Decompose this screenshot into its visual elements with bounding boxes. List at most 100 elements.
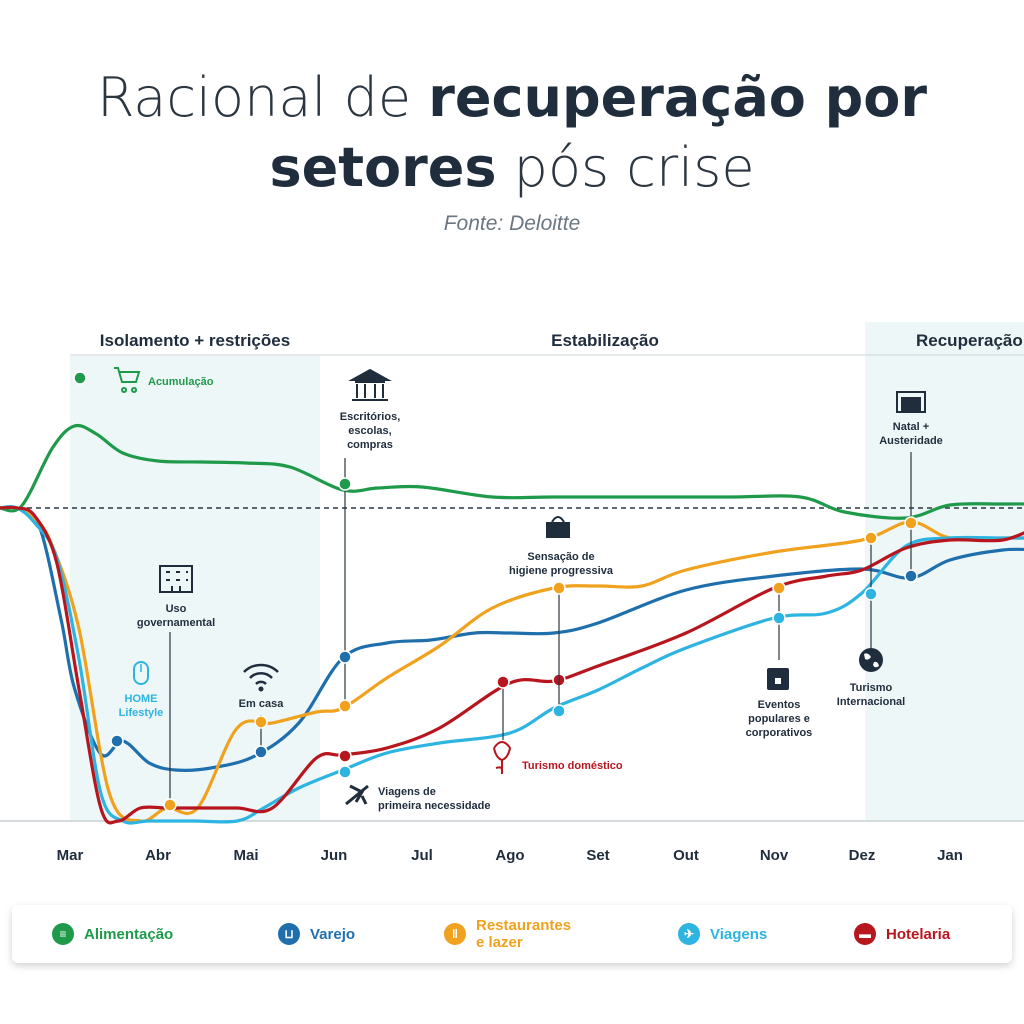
legend-item-alimentacao: ≡ Alimentação <box>52 905 173 963</box>
legend-item-restaurantes: ǁ Restaurantes e lazer <box>444 905 571 963</box>
annotation-viagens_nec-line-0: Viagens de <box>378 786 436 798</box>
tissue-icon <box>546 522 570 538</box>
calendar-day <box>775 678 781 684</box>
marker-jun-restaurantes <box>338 699 352 713</box>
legend-label-varejo: Varejo <box>310 925 356 943</box>
legend-item-viagens: ✈ Viagens <box>678 905 767 963</box>
title-light-part: Racional de <box>96 66 429 129</box>
cart-icon: ⊔ <box>278 923 300 945</box>
tissue-top <box>551 516 565 523</box>
x-tick-label-jul: Jul <box>411 847 433 864</box>
marker-turismo-dom-a <box>496 675 510 689</box>
title-light-part-2: pós crise <box>496 136 755 199</box>
mouse-icon <box>133 661 149 685</box>
marker-emcasa-varejo <box>254 745 268 759</box>
annotation-home-line-1: Lifestyle <box>119 707 164 719</box>
annotation-higiene-line-0: Sensação de <box>527 551 594 563</box>
phase-label-isolamento: Isolamento + restrições <box>100 331 290 350</box>
source-note: Fonte: Deloitte <box>443 212 581 235</box>
marker-emcasa-restaurantes <box>254 715 268 729</box>
recovery-line-chart: Isolamento + restrições Estabilização Recu… <box>0 322 1024 864</box>
marker-home <box>110 734 124 748</box>
title-bold-part-2: setores <box>269 136 497 199</box>
wifi-icon <box>243 663 279 685</box>
annotation-escritorios-line-2: compras <box>347 439 393 451</box>
chart-title-line-2: setores pós crise <box>0 136 1024 200</box>
annotation-natal-line-1: Austeridade <box>879 435 943 447</box>
annotation-natal-line-0: Natal + <box>893 421 929 433</box>
annotation-emcasa: Em casa <box>239 698 285 710</box>
marker-uso <box>163 798 177 812</box>
phase-recuperacao-header-bg <box>865 322 1024 356</box>
annotation-escritorios-line-1: escolas, <box>348 425 391 437</box>
annotation-escritorios-line-0: Escritórios, <box>340 411 401 423</box>
legend-item-hotelaria: ▬ Hotelaria <box>854 905 950 963</box>
cart-icon <box>114 367 141 393</box>
x-tick-label-set: Set <box>586 847 609 864</box>
series-line-varejo <box>0 505 1024 772</box>
marker-natal-restaurantes <box>904 516 918 530</box>
marker-natal-varejo <box>904 569 918 583</box>
building-windows <box>166 571 188 592</box>
annotation-turismo_int-line-0: Turismo <box>850 682 893 694</box>
annotation-home-line-0: HOME <box>125 693 158 705</box>
food-icon: ≡ <box>52 923 74 945</box>
phase-isolamento-bg <box>70 356 320 821</box>
bed-icon: ▬ <box>854 923 876 945</box>
x-tick-label-jun: Jun <box>321 847 348 864</box>
money-bill <box>901 397 921 411</box>
legend: ≡ Alimentação ⊔ Varejo ǁ Restaurantes e lazer… <box>12 905 1012 963</box>
money-icon <box>896 391 926 413</box>
x-tick-label-ago: Ago <box>495 847 524 864</box>
series-line-viagens <box>0 505 1024 825</box>
series-line-alimentacao <box>0 423 1024 520</box>
legend-label-hotelaria: Hotelaria <box>886 925 951 943</box>
x-tick-label-dez: Dez <box>849 847 876 864</box>
phase-label-estabilizacao: Estabilização <box>551 331 659 350</box>
legend-label-restaurantes: Restaurantes e lazer <box>476 917 572 951</box>
marker-jun-viagens <box>338 765 352 779</box>
phase-label-recuperacao: Recuperação <box>916 331 1023 350</box>
x-tick-label-mar: Mar <box>57 847 84 864</box>
annotation-eventos-line-2: corporativos <box>746 727 813 739</box>
building-icon <box>159 565 193 593</box>
marker-acumulacao <box>73 371 87 385</box>
x-tick-label-nov: Nov <box>760 847 789 864</box>
legend-label-alimentacao: Alimentação <box>84 925 174 943</box>
series-line-restaurantes <box>0 505 1024 823</box>
marker-escritorios <box>338 477 352 491</box>
marker-turismo-int-viagens <box>864 587 878 601</box>
flower-icon <box>493 741 512 774</box>
marker-higiene <box>552 581 566 595</box>
annotation-eventos-line-1: populares e <box>748 713 810 725</box>
x-tick-label-mai: Mai <box>233 847 258 864</box>
marker-jun-varejo <box>338 650 352 664</box>
annotation-turismo-dom: Turismo doméstico <box>522 760 623 772</box>
legend-item-varejo: ⊔ Varejo <box>278 905 355 963</box>
marker-higiene-viagens <box>552 704 566 718</box>
annotation-viagens_nec-line-1: primeira necessidade <box>378 800 491 812</box>
phase-recuperacao-bg <box>865 356 1024 821</box>
marker-eventos-viagens <box>772 611 786 625</box>
chart-title-line-1: Racional de recuperação por <box>0 66 1024 130</box>
globe-land <box>864 653 879 668</box>
x-tick-label-jan: Jan <box>937 847 963 864</box>
annotation-uso-line-1: governamental <box>137 617 215 629</box>
marker-turismo-int-restaurantes <box>864 531 878 545</box>
marker-jun-hotelaria <box>338 749 352 763</box>
cutlery-icon: ǁ <box>444 923 466 945</box>
wifi-dot <box>258 686 264 692</box>
plane-icon <box>345 784 369 806</box>
globe-icon <box>859 648 883 672</box>
annotation-turismo_int-line-1: Internacional <box>837 696 905 708</box>
annotation-eventos-line-0: Eventos <box>758 699 801 711</box>
legend-label-viagens: Viagens <box>710 925 768 943</box>
annotation-acumulacao: Acumulação <box>148 376 214 388</box>
marker-eventos-restaurantes <box>772 581 786 595</box>
title-bold-part: recuperação por <box>428 66 928 129</box>
annotation-uso-line-0: Uso <box>166 603 187 615</box>
x-tick-label-abr: Abr <box>145 847 171 864</box>
annotation-higiene-line-1: higiene progressiva <box>509 565 614 577</box>
bank-icon <box>348 368 392 401</box>
x-tick-label-out: Out <box>673 847 699 864</box>
